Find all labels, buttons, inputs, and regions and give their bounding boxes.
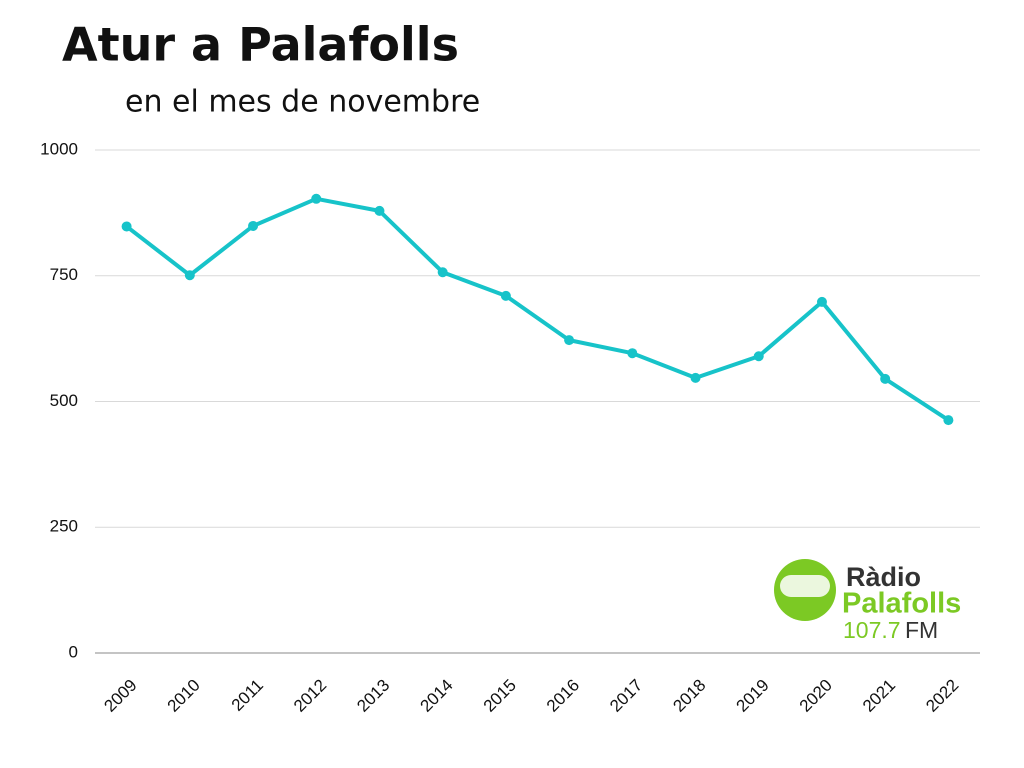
point: [374, 205, 385, 216]
point: [816, 296, 827, 307]
x-tick-label: 2009: [100, 676, 140, 716]
logo-frequency: 107.7: [843, 617, 901, 643]
x-tick-label: 2011: [228, 676, 267, 715]
point: [311, 193, 322, 204]
y-tick-label: 250: [50, 517, 78, 536]
y-tick-label: 500: [50, 391, 78, 410]
point: [880, 373, 891, 384]
logo: Ràdio Palafolls 107.7 FM: [774, 559, 961, 643]
point: [500, 290, 511, 301]
x-tick-label: 2010: [164, 676, 204, 716]
y-tick-label: 750: [50, 265, 78, 284]
x-tick-label: 2020: [796, 676, 836, 716]
x-tick-label: 2012: [290, 676, 330, 716]
logo-band: FM: [905, 617, 938, 643]
point: [248, 220, 259, 231]
y-tick-label: 1000: [40, 139, 78, 158]
x-tick-label: 2018: [669, 676, 709, 716]
point: [564, 335, 575, 346]
line: [125, 196, 950, 422]
y-tick-label: 0: [69, 642, 78, 661]
point: [690, 372, 701, 383]
logo-icon-shape: [780, 575, 830, 597]
point: [753, 351, 764, 362]
x-tick-label: 2017: [606, 676, 646, 716]
point: [184, 270, 195, 281]
x-tick-label: 2019: [733, 676, 773, 716]
point: [943, 415, 954, 426]
x-tick-label: 2016: [543, 676, 583, 716]
x-tick-label: 2022: [922, 676, 962, 716]
x-tick-label: 2015: [480, 676, 520, 716]
point: [437, 267, 448, 278]
x-tick-label: 2021: [859, 676, 899, 716]
x-tick-label: 2013: [353, 676, 393, 716]
point: [121, 221, 132, 232]
chart-subtitle: en el mes de novembre: [125, 85, 480, 120]
logo-text: Palafolls: [842, 588, 961, 620]
logo-text: Ràdio: [846, 562, 921, 592]
chart-title: Atur a Palafolls: [62, 18, 459, 72]
point: [627, 348, 638, 359]
x-tick-label: 2014: [416, 676, 456, 716]
